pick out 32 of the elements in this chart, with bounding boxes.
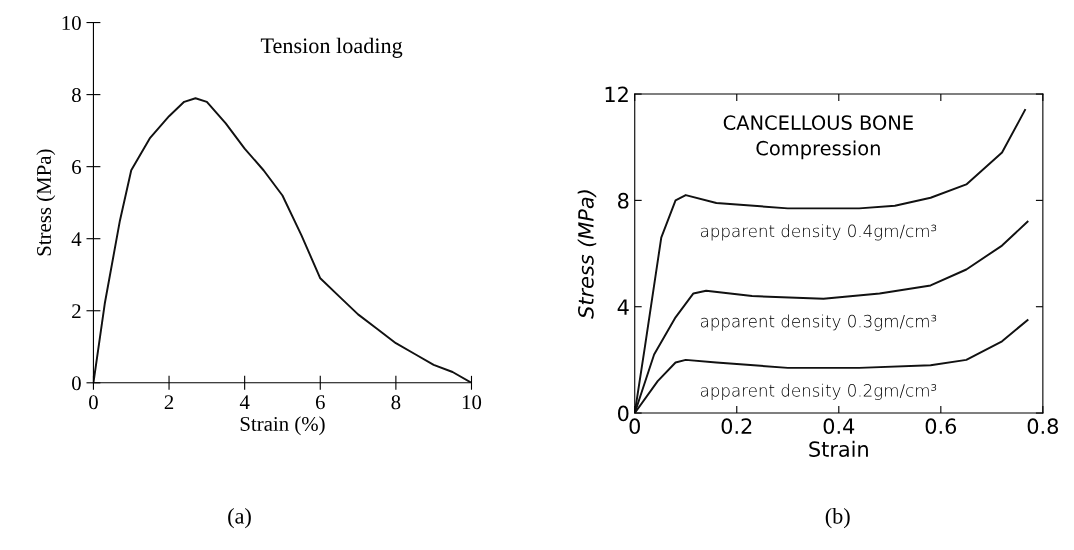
x-tick-label: 10 [462, 395, 482, 410]
text: CANCELLOUS BONE [723, 115, 913, 130]
y-tick-label: 10 [62, 15, 81, 30]
text: (b) [825, 508, 850, 529]
x-tick-label: 6 [315, 395, 325, 410]
y-axis-title: Stress (MPa) [577, 190, 597, 319]
series-label: apparent density 0.4gm/cm³ [700, 224, 937, 241]
x-tick-label: 2 [164, 395, 174, 410]
y-axis-title: Stress (MPa) [36, 149, 56, 256]
x-tick-label: 0.4 [823, 418, 855, 435]
series-label: apparent density 0.3gm/cm³ [700, 314, 937, 331]
y-tick-label: 2 [72, 304, 81, 318]
y-tick-label: 8 [618, 192, 629, 209]
y-tick-label: 4 [617, 299, 629, 315]
x-tick-label: 4 [239, 395, 250, 410]
x-tick-label: 8 [391, 395, 401, 410]
x-tick-label: 0.2 [721, 418, 752, 435]
x-tick-label: 0.8 [1027, 418, 1058, 435]
x-axis-title: Strain (%) [240, 416, 325, 436]
x-tick-label: 0 [89, 395, 98, 410]
x-tick-label: 0 [629, 418, 640, 435]
x-axis-title: Strain [809, 440, 868, 457]
y-tick-label: 6 [72, 160, 82, 175]
series-label: apparent density 0.2gm/cm³ [700, 383, 937, 400]
x-tick-label: 0.6 [925, 418, 957, 435]
y-tick-label: 8 [72, 87, 81, 103]
y-tick-label: 4 [71, 232, 82, 246]
text: Compression [756, 140, 880, 160]
y-tick-label: 12 [605, 86, 628, 102]
text: (a) [228, 508, 251, 529]
text: Tension loading [260, 37, 403, 58]
y-tick-label: 0 [72, 376, 81, 391]
